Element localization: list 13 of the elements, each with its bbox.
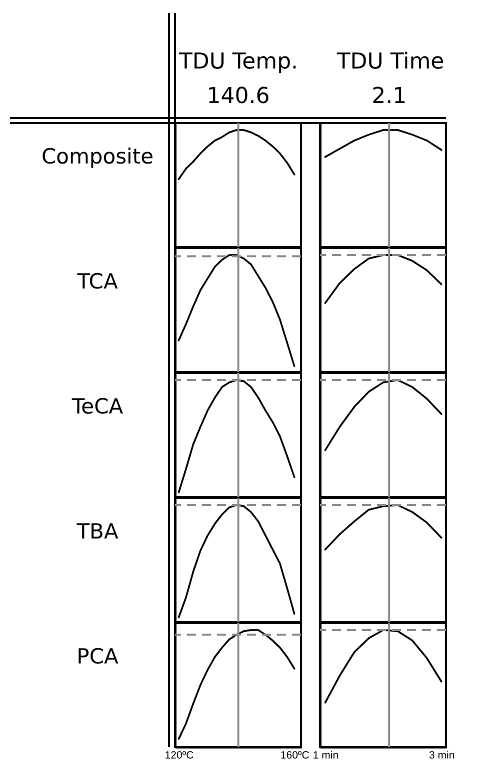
x-tick-label: 160ºC — [280, 750, 310, 762]
y-axis-title: PCA — [76, 644, 119, 668]
x-tick-label: 120ºC — [164, 750, 194, 762]
ref-line-label: 2.1 — [372, 84, 407, 109]
x-tick-label: 3 min — [429, 750, 455, 762]
y-axis-title: TBA — [76, 520, 119, 544]
y-axis-title: TeCA — [70, 394, 124, 418]
y-axis-title: TCA — [76, 270, 118, 294]
y-axis-title: Composite — [41, 144, 154, 168]
ref-line-label: 140.6 — [206, 84, 270, 109]
x-axis-title: TDU Temp. — [178, 50, 298, 74]
x-axis-title: TDU Time — [336, 50, 444, 74]
x-tick-label: 1 min — [312, 750, 339, 762]
